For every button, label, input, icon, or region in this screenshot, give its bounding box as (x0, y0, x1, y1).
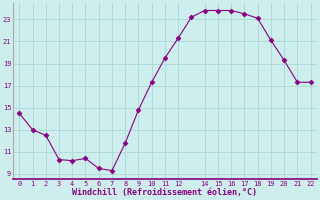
X-axis label: Windchill (Refroidissement éolien,°C): Windchill (Refroidissement éolien,°C) (72, 188, 258, 197)
